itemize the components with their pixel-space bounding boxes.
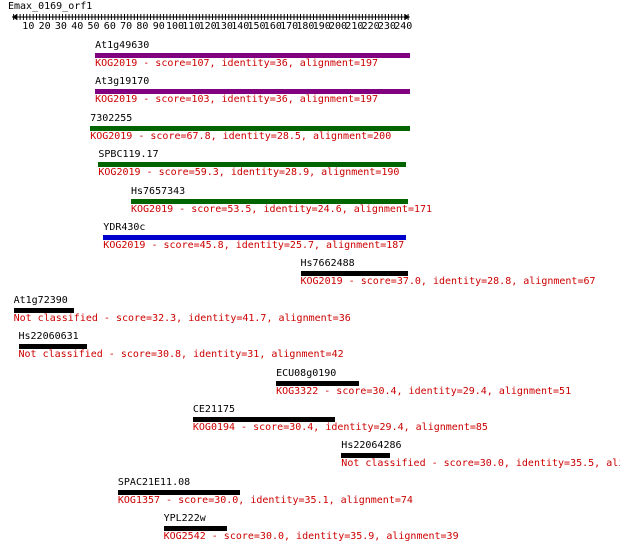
hit-alignment-bar[interactable] (192, 417, 335, 422)
hit-alignment-bar[interactable] (95, 89, 410, 95)
hit-name[interactable]: At1g49630 (95, 40, 150, 51)
ruler-tick-label: 140 (231, 21, 250, 32)
ruler-tick-label: 160 (263, 21, 282, 32)
hit-name[interactable]: At3g19170 (95, 76, 150, 88)
hit-name[interactable]: 7302255 (90, 112, 133, 124)
hit-name[interactable]: At1g72390 (13, 294, 68, 306)
ruler-tick-label: 30 (54, 21, 67, 32)
ruler-tick-label: 20 (38, 21, 51, 32)
ruler-tick-label: 190 (312, 21, 331, 32)
ruler-tick-label: 150 (247, 21, 266, 32)
hit-description: KOG2019 - score=45.8, identity=25.7, ali… (103, 240, 405, 251)
hit-name[interactable]: Hs7657343 (131, 185, 186, 197)
ruler-tick-label: 80 (136, 21, 149, 32)
hit-alignment-bar[interactable] (103, 235, 407, 240)
hit-name[interactable]: CE21175 (192, 404, 236, 415)
ruler-tick-label: 50 (87, 21, 100, 32)
hit-name[interactable]: Hs22060631 (18, 331, 79, 343)
hit-name[interactable]: YDR430c (103, 222, 146, 233)
hit-name[interactable]: ECU08g0190 (276, 367, 337, 379)
hit-description: KOG0194 - score=30.4, identity=29.4, ali… (192, 422, 488, 433)
ruler-tick-label: 130 (214, 21, 233, 32)
hit-description: Not classified - score=30.8, identity=31… (18, 349, 344, 361)
ruler-tick-label: 180 (296, 21, 315, 32)
hit-alignment-bar[interactable] (95, 53, 410, 58)
ruler-tick-label: 100 (166, 21, 185, 32)
hit-alignment-bar[interactable] (18, 344, 87, 350)
hit-description: Not classified - score=30.0, identity=35… (341, 458, 620, 470)
hit-alignment-bar[interactable] (341, 453, 391, 459)
hit-description: KOG2019 - score=53.5, identity=24.6, ali… (131, 203, 433, 215)
hit-description: KOG3322 - score=30.4, identity=29.4, ali… (276, 385, 572, 397)
hit-alignment-bar[interactable] (90, 125, 410, 131)
ruler-right-arrow-icon (404, 14, 410, 20)
ruler-tick-label: 210 (345, 21, 364, 32)
ruler-tick-label: 170 (280, 21, 299, 32)
hit-name[interactable]: SPBC119.17 (98, 149, 159, 161)
hit-name[interactable]: Hs22064286 (341, 440, 402, 452)
hit-description: KOG2019 - score=107, identity=36, alignm… (95, 58, 379, 69)
hit-alignment-bar[interactable] (98, 162, 407, 168)
hit-name[interactable]: Hs7662488 (300, 258, 355, 270)
ruler-tick-label: 90 (152, 21, 165, 32)
hit-alignment-bar[interactable] (117, 489, 241, 495)
ruler-tick-label: 10 (22, 21, 35, 32)
hit-name[interactable]: SPAC21E11.08 (117, 476, 191, 488)
hit-description: KOG1357 - score=30.0, identity=35.1, ali… (117, 494, 413, 506)
hit-name[interactable]: YPL222w (163, 513, 206, 525)
ruler-tick-label: 240 (394, 21, 413, 32)
hit-description: KOG2019 - score=103, identity=36, alignm… (95, 94, 379, 106)
hit-description: Not classified - score=32.3, identity=41… (13, 312, 351, 324)
ruler-tick-label: 70 (120, 21, 133, 32)
ruler-tick-label: 230 (377, 21, 396, 32)
hit-alignment-bar[interactable] (131, 198, 409, 204)
hit-alignment-bar[interactable] (276, 380, 360, 386)
hit-description: KOG2019 - score=59.3, identity=28.9, ali… (98, 167, 400, 179)
query-title: Emax_0169_orf1 (8, 1, 93, 12)
hit-alignment-bar[interactable] (300, 271, 409, 277)
ruler-tick-label: 40 (71, 21, 84, 32)
ruler-tick-label: 110 (182, 21, 201, 32)
ruler-left-arrow-icon (12, 14, 17, 20)
hit-description: KOG2019 - score=37.0, identity=28.8, ali… (300, 276, 596, 288)
hit-description: KOG2542 - score=30.0, identity=35.9, ali… (163, 531, 459, 543)
ruler-tick-label: 60 (103, 21, 116, 32)
hit-alignment-bar[interactable] (163, 526, 228, 532)
ruler-tick-label: 200 (329, 21, 348, 32)
hit-alignment-bar[interactable] (13, 307, 74, 313)
hit-description: KOG2019 - score=67.8, identity=28.5, ali… (90, 130, 392, 142)
sequence-ruler (12, 14, 410, 20)
ruler-tick-label: 120 (198, 21, 217, 32)
ruler-tick-label: 220 (361, 21, 380, 32)
